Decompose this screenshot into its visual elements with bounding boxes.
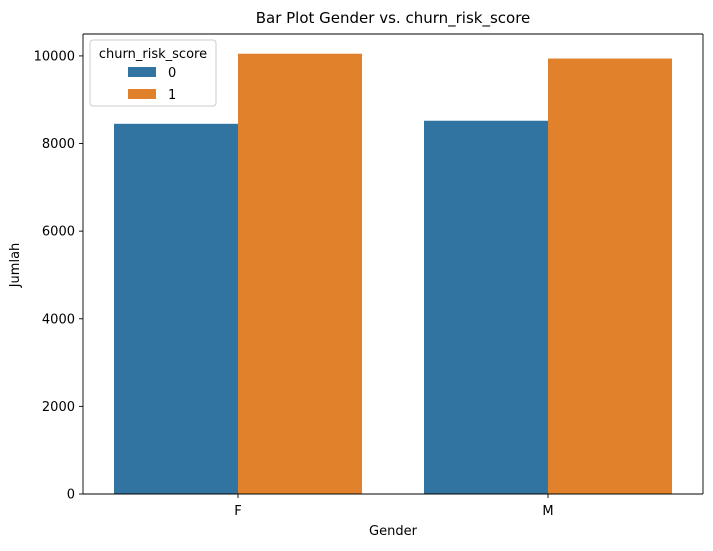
bar-F-series-1 (238, 53, 362, 495)
x-axis-label: Gender (369, 524, 418, 539)
bar-M-series-0 (424, 120, 548, 495)
y-tick-label: 10000 (34, 49, 75, 64)
legend-swatch-1 (128, 89, 156, 99)
legend-swatch-0 (128, 67, 156, 77)
x-tick-label: F (234, 504, 241, 519)
y-tick-label: 8000 (42, 137, 75, 152)
legend-title: churn_risk_score (99, 47, 207, 62)
x-tick-label: M (542, 504, 553, 519)
legend-label-0: 0 (168, 66, 176, 81)
legend: churn_risk_score 0 1 (89, 39, 217, 107)
y-tick-label: 0 (67, 488, 75, 503)
chart-title: Bar Plot Gender vs. churn_risk_score (256, 9, 531, 28)
y-tick-label: 6000 (42, 225, 75, 240)
y-tick-label: 2000 (42, 400, 75, 415)
y-axis-label: Jumlah (8, 243, 23, 289)
bar-F-series-0 (114, 123, 238, 494)
legend-label-1: 1 (168, 88, 176, 103)
y-tick-label: 4000 (42, 312, 75, 327)
plot-frame (82, 33, 704, 495)
y-axis: 0 2000 4000 6000 8000 10000 (34, 49, 83, 503)
bar-M-series-1 (548, 58, 672, 494)
bars-layer (114, 53, 672, 495)
